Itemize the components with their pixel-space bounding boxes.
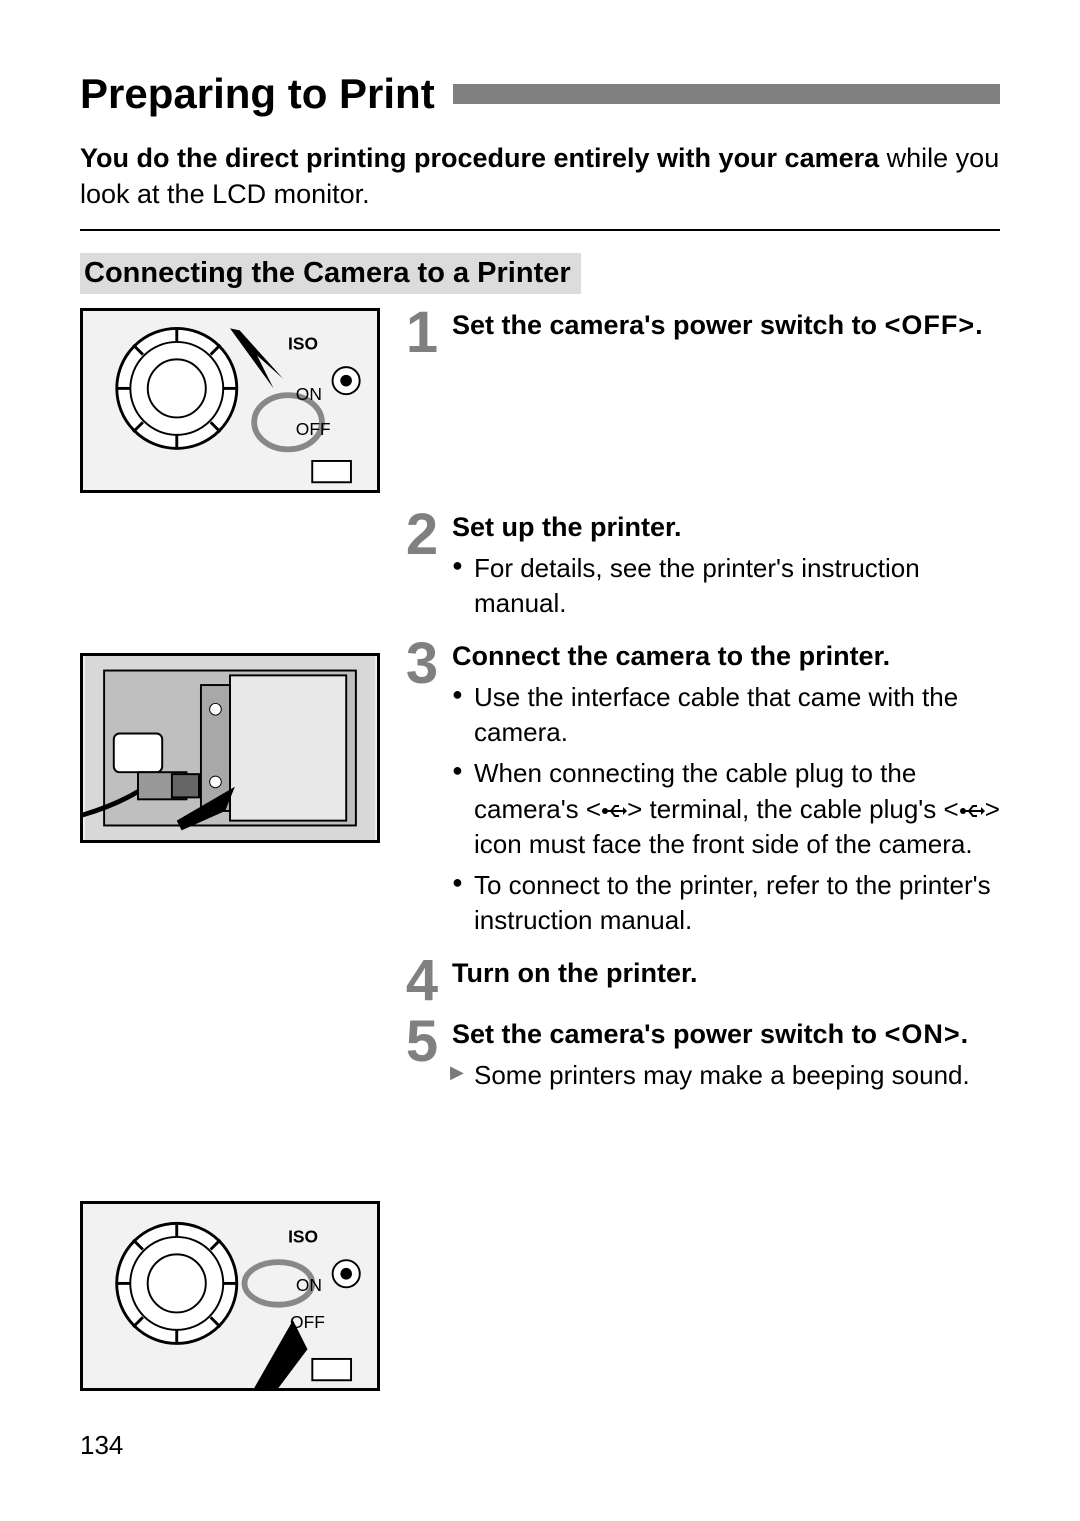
bullet-text: > terminal, the cable plug's <	[627, 794, 959, 824]
illustration-cable-connect	[80, 653, 380, 843]
step-heading: Set up the printer.	[452, 510, 1000, 545]
intro-bold: You do the direct printing procedure ent…	[80, 143, 879, 173]
step-heading-code: <ON>.	[885, 1019, 970, 1049]
illustration-column: ISO ON OFF	[80, 308, 380, 1401]
usb-icon	[959, 802, 985, 820]
bullet-item: For details, see the printer's instructi…	[474, 551, 1000, 621]
step-heading: Set the camera's power switch to <ON>.	[452, 1017, 1000, 1052]
step-number: 2	[402, 510, 442, 627]
title-bar-decoration	[453, 84, 1000, 104]
step-heading-code: <OFF>.	[885, 310, 984, 340]
step-4: 4 Turn on the printer.	[402, 956, 1000, 1005]
step-5: 5 Set the camera's power switch to <ON>.…	[402, 1017, 1000, 1099]
illustration-power-on: ISO ON OFF	[80, 1201, 380, 1391]
svg-text:ON: ON	[296, 384, 322, 404]
illustration-power-off: ISO ON OFF	[80, 308, 380, 493]
svg-text:ON: ON	[296, 1275, 322, 1295]
intro-text: You do the direct printing procedure ent…	[80, 140, 1000, 213]
section-heading: Connecting the Camera to a Printer	[80, 253, 581, 294]
step-heading-line1: Set the camera's power switch to	[452, 1019, 877, 1049]
usb-icon	[601, 802, 627, 820]
horizontal-rule	[80, 229, 1000, 231]
illustration-spacer	[80, 853, 380, 1191]
step-number: 1	[402, 308, 442, 498]
content-columns: ISO ON OFF	[80, 308, 1000, 1401]
step-heading: Connect the camera to the printer.	[452, 639, 1000, 674]
step-number: 5	[402, 1017, 442, 1099]
svg-text:OFF: OFF	[296, 419, 331, 439]
step-1: 1 Set the camera's power switch to <OFF>…	[402, 308, 1000, 498]
svg-text:ISO: ISO	[288, 334, 318, 354]
step-3: 3 Connect the camera to the printer. Use…	[402, 639, 1000, 944]
step-number: 4	[402, 956, 442, 1005]
step-heading: Turn on the printer.	[452, 956, 1000, 991]
steps-column: 1 Set the camera's power switch to <OFF>…	[402, 308, 1000, 1401]
bullet-item: Use the interface cable that came with t…	[474, 680, 1000, 750]
svg-text:ISO: ISO	[288, 1227, 318, 1247]
bullet-item: To connect to the printer, refer to the …	[474, 868, 1000, 938]
step-heading-line1: Set the camera's power switch to	[452, 310, 877, 340]
step-number: 3	[402, 639, 442, 944]
title-row: Preparing to Print	[80, 70, 1000, 118]
bullet-item-arrow: Some printers may make a beeping sound.	[474, 1058, 1000, 1093]
page-number: 134	[80, 1430, 123, 1461]
step-heading: Set the camera's power switch to <OFF>.	[452, 308, 1000, 343]
illustration-spacer	[80, 503, 380, 643]
bullet-item: When connecting the cable plug to the ca…	[474, 756, 1000, 861]
step-2: 2 Set up the printer. For details, see t…	[402, 510, 1000, 627]
page-title: Preparing to Print	[80, 70, 435, 118]
